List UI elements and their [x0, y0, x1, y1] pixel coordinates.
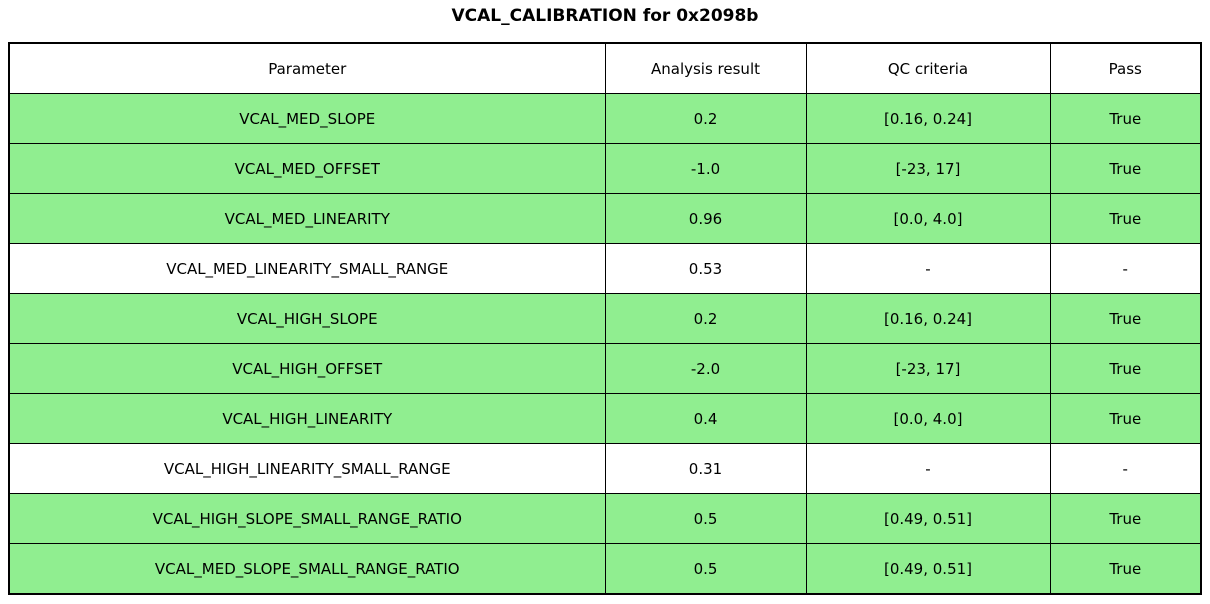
- table-row: VCAL_MED_LINEARITY_SMALL_RANGE 0.53 - -: [8, 243, 1202, 294]
- table-row: VCAL_HIGH_LINEARITY_SMALL_RANGE 0.31 - -: [8, 443, 1202, 494]
- qc-criteria-cell: [0.16, 0.24]: [805, 93, 1051, 144]
- parameter-cell: VCAL_HIGH_LINEARITY: [8, 393, 606, 444]
- qc-criteria-cell: [-23, 17]: [805, 143, 1051, 194]
- page-title: VCAL_CALIBRATION for 0x2098b: [451, 6, 759, 26]
- pass-cell: True: [1049, 543, 1202, 595]
- pass-cell: -: [1049, 443, 1202, 494]
- qc-criteria-cell: -: [805, 443, 1051, 494]
- qc-criteria-cell: -: [805, 243, 1051, 294]
- pass-cell: True: [1049, 143, 1202, 194]
- analysis-result-cell: 0.2: [604, 293, 807, 344]
- parameter-cell: VCAL_MED_SLOPE: [8, 93, 606, 144]
- parameter-cell: VCAL_MED_LINEARITY: [8, 193, 606, 244]
- table-row: VCAL_HIGH_SLOPE 0.2 [0.16, 0.24] True: [8, 293, 1202, 344]
- table-row: VCAL_HIGH_OFFSET -2.0 [-23, 17] True: [8, 343, 1202, 394]
- parameter-cell: VCAL_HIGH_SLOPE: [8, 293, 606, 344]
- qc-criteria-cell: [-23, 17]: [805, 343, 1051, 394]
- parameter-cell: VCAL_MED_LINEARITY_SMALL_RANGE: [8, 243, 606, 294]
- table-row: VCAL_HIGH_SLOPE_SMALL_RANGE_RATIO 0.5 [0…: [8, 493, 1202, 544]
- parameter-cell: VCAL_MED_SLOPE_SMALL_RANGE_RATIO: [8, 543, 606, 595]
- qc-results-table: Parameter Analysis result QC criteria Pa…: [8, 42, 1202, 595]
- parameter-cell: VCAL_HIGH_SLOPE_SMALL_RANGE_RATIO: [8, 493, 606, 544]
- qc-criteria-cell: [0.49, 0.51]: [805, 493, 1051, 544]
- parameter-cell: VCAL_MED_OFFSET: [8, 143, 606, 194]
- analysis-result-cell: 0.5: [604, 493, 807, 544]
- pass-cell: True: [1049, 393, 1202, 444]
- qc-criteria-cell: [0.0, 4.0]: [805, 393, 1051, 444]
- table-row: VCAL_MED_OFFSET -1.0 [-23, 17] True: [8, 143, 1202, 194]
- qc-criteria-cell: [0.0, 4.0]: [805, 193, 1051, 244]
- table-row: VCAL_MED_SLOPE 0.2 [0.16, 0.24] True: [8, 93, 1202, 144]
- analysis-result-cell: 0.5: [604, 543, 807, 595]
- pass-cell: True: [1049, 343, 1202, 394]
- column-header-parameter: Parameter: [8, 42, 606, 94]
- analysis-result-cell: 0.4: [604, 393, 807, 444]
- qc-criteria-cell: [0.16, 0.24]: [805, 293, 1051, 344]
- table-body: VCAL_MED_SLOPE 0.2 [0.16, 0.24] True VCA…: [8, 93, 1202, 595]
- analysis-result-cell: 0.96: [604, 193, 807, 244]
- parameter-cell: VCAL_HIGH_OFFSET: [8, 343, 606, 394]
- table-row: VCAL_MED_SLOPE_SMALL_RANGE_RATIO 0.5 [0.…: [8, 543, 1202, 595]
- analysis-result-cell: -1.0: [604, 143, 807, 194]
- table-header-row: Parameter Analysis result QC criteria Pa…: [8, 42, 1202, 94]
- column-header-pass: Pass: [1049, 42, 1202, 94]
- qc-criteria-cell: [0.49, 0.51]: [805, 543, 1051, 595]
- pass-cell: True: [1049, 193, 1202, 244]
- pass-cell: -: [1049, 243, 1202, 294]
- analysis-result-cell: 0.31: [604, 443, 807, 494]
- table-row: VCAL_MED_LINEARITY 0.96 [0.0, 4.0] True: [8, 193, 1202, 244]
- table-header: Parameter Analysis result QC criteria Pa…: [8, 42, 1202, 94]
- pass-cell: True: [1049, 293, 1202, 344]
- parameter-cell: VCAL_HIGH_LINEARITY_SMALL_RANGE: [8, 443, 606, 494]
- pass-cell: True: [1049, 93, 1202, 144]
- analysis-result-cell: -2.0: [604, 343, 807, 394]
- pass-cell: True: [1049, 493, 1202, 544]
- column-header-qc-criteria: QC criteria: [805, 42, 1051, 94]
- table-row: VCAL_HIGH_LINEARITY 0.4 [0.0, 4.0] True: [8, 393, 1202, 444]
- analysis-result-cell: 0.2: [604, 93, 807, 144]
- analysis-result-cell: 0.53: [604, 243, 807, 294]
- column-header-analysis-result: Analysis result: [604, 42, 807, 94]
